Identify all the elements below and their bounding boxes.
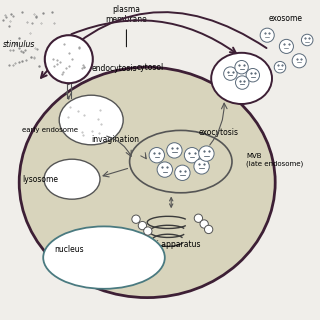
Text: nucleus: nucleus: [54, 245, 84, 254]
Circle shape: [200, 220, 208, 228]
Circle shape: [138, 221, 147, 230]
Circle shape: [45, 35, 93, 83]
Text: plasma
membrane: plasma membrane: [106, 5, 147, 47]
Ellipse shape: [44, 159, 100, 199]
Text: cytosol: cytosol: [137, 63, 164, 72]
Circle shape: [274, 61, 286, 73]
Circle shape: [292, 54, 306, 68]
Circle shape: [279, 39, 293, 53]
Circle shape: [167, 143, 182, 158]
Circle shape: [144, 227, 152, 235]
Circle shape: [175, 165, 190, 180]
Ellipse shape: [211, 53, 272, 104]
Text: exosome: exosome: [269, 14, 303, 23]
Circle shape: [199, 146, 214, 161]
Circle shape: [204, 225, 213, 234]
Ellipse shape: [59, 95, 123, 145]
Ellipse shape: [43, 227, 165, 289]
Circle shape: [246, 68, 260, 82]
Circle shape: [260, 28, 274, 42]
Circle shape: [132, 215, 140, 223]
Circle shape: [194, 159, 209, 174]
Circle shape: [194, 214, 203, 222]
Text: stimulus: stimulus: [3, 40, 36, 49]
Text: Golgi apparatus: Golgi apparatus: [139, 240, 200, 249]
Circle shape: [149, 148, 164, 163]
Ellipse shape: [19, 67, 275, 298]
Circle shape: [236, 76, 249, 89]
Text: invagination: invagination: [91, 135, 139, 144]
Text: exocytosis: exocytosis: [198, 128, 238, 137]
Text: MVB
(late endosome): MVB (late endosome): [246, 153, 304, 167]
Text: early endosome: early endosome: [22, 127, 78, 132]
Text: endocytosis: endocytosis: [91, 64, 137, 73]
Text: lysosome: lysosome: [22, 175, 59, 184]
Circle shape: [184, 148, 200, 163]
Circle shape: [235, 60, 248, 74]
Circle shape: [301, 34, 313, 46]
Circle shape: [157, 162, 172, 177]
Ellipse shape: [130, 131, 232, 193]
Circle shape: [224, 67, 237, 80]
